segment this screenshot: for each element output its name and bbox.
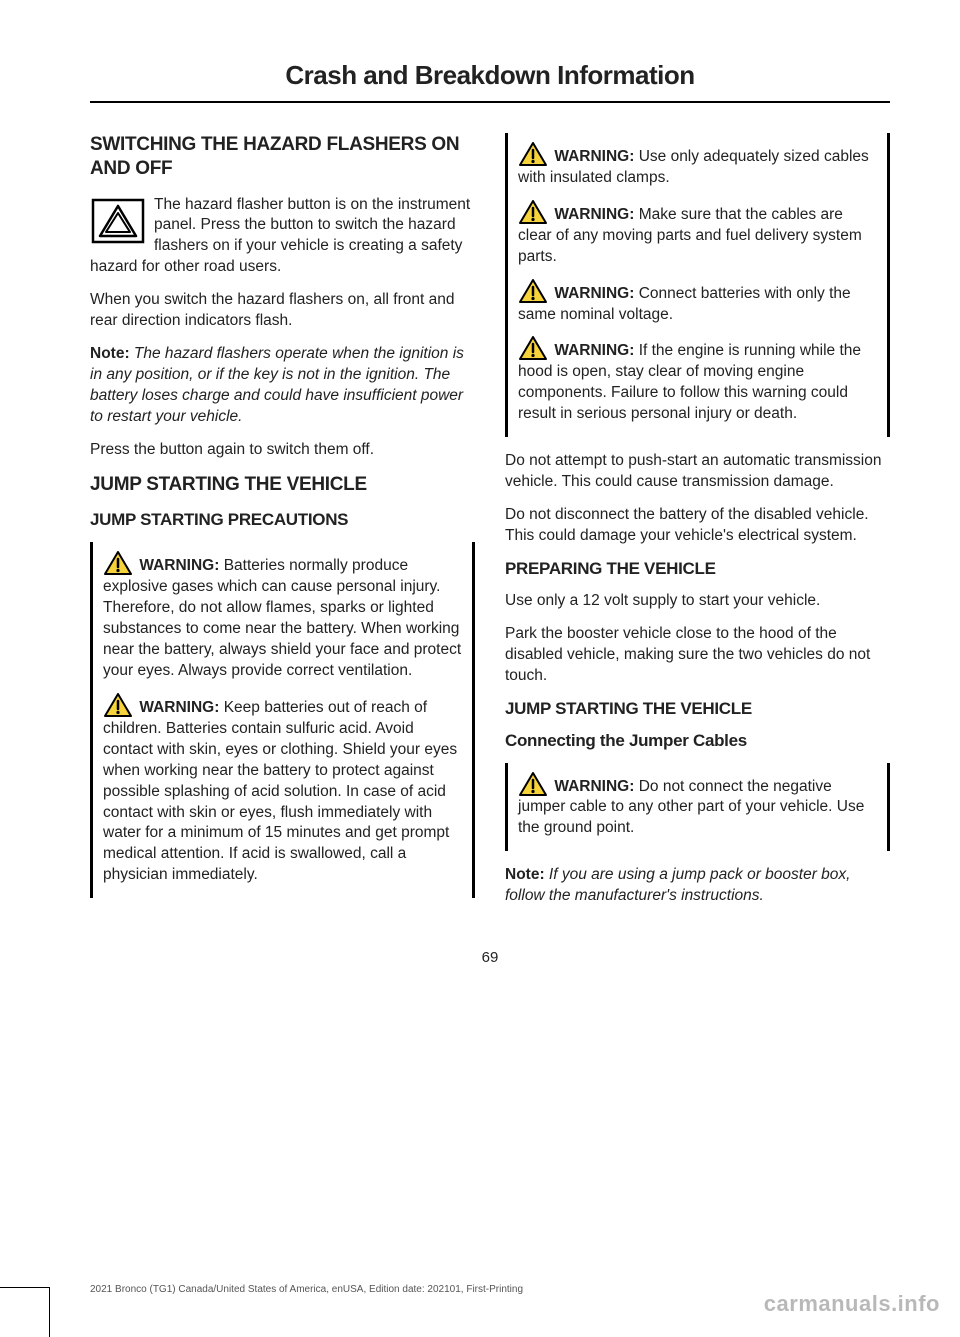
- footer-text: 2021 Bronco (TG1) Canada/United States o…: [90, 1284, 523, 1295]
- warning-paragraph: WARNING: Make sure that the cables are c…: [518, 199, 877, 268]
- warning-label: WARNING:: [554, 206, 634, 223]
- note-label: Note:: [90, 345, 130, 362]
- body-paragraph: When you switch the hazard flashers on, …: [90, 290, 475, 332]
- note-label: Note:: [505, 866, 545, 883]
- warning-icon: [103, 550, 133, 576]
- content-columns: SWITCHING THE HAZARD FLASHERS ON AND OFF…: [90, 133, 890, 919]
- warning-paragraph: WARNING: Do not connect the negative jum…: [518, 771, 877, 840]
- warning-icon: [518, 278, 548, 304]
- hazard-button-icon: [90, 197, 146, 245]
- warning-box: WARNING: Batteries normally produce expl…: [90, 542, 475, 898]
- warning-label: WARNING:: [139, 557, 219, 574]
- body-paragraph: Do not disconnect the battery of the dis…: [505, 505, 890, 547]
- section-heading: SWITCHING THE HAZARD FLASHERS ON AND OFF: [90, 133, 475, 181]
- note-paragraph: Note: The hazard flashers operate when t…: [90, 344, 475, 428]
- warning-body: Keep batteries out of reach of children.…: [103, 699, 457, 883]
- body-paragraph: Park the booster vehicle close to the ho…: [505, 624, 890, 687]
- warning-label: WARNING:: [554, 148, 634, 165]
- right-column: WARNING: Use only adequately sized cable…: [505, 133, 890, 919]
- chapter-title: Crash and Breakdown Information: [90, 60, 890, 103]
- warning-paragraph: WARNING: Keep batteries out of reach of …: [103, 692, 462, 886]
- body-text: The hazard flasher button is on the inst…: [90, 196, 470, 276]
- warning-paragraph: WARNING: Use only adequately sized cable…: [518, 141, 877, 189]
- watermark: carmanuals.info: [764, 1291, 940, 1317]
- warning-icon: [518, 141, 548, 167]
- crop-mark-icon: [0, 1287, 50, 1337]
- body-paragraph: Press the button again to switch them of…: [90, 440, 475, 461]
- warning-paragraph: WARNING: Connect batteries with only the…: [518, 278, 877, 326]
- subsection-heading: JUMP STARTING THE VEHICLE: [505, 699, 890, 719]
- warning-box: WARNING: Use only adequately sized cable…: [505, 133, 890, 437]
- note-paragraph: Note: If you are using a jump pack or bo…: [505, 865, 890, 907]
- warning-paragraph: WARNING: Batteries normally produce expl…: [103, 550, 462, 682]
- note-body: If you are using a jump pack or booster …: [505, 866, 850, 904]
- body-paragraph: Do not attempt to push-start an automati…: [505, 451, 890, 493]
- body-paragraph: Use only a 12 volt supply to start your …: [505, 591, 890, 612]
- warning-box: WARNING: Do not connect the negative jum…: [505, 763, 890, 852]
- warning-body: Batteries normally produce explosive gas…: [103, 557, 461, 679]
- subsubsection-heading: Connecting the Jumper Cables: [505, 731, 890, 751]
- section-heading: JUMP STARTING THE VEHICLE: [90, 473, 475, 497]
- warning-label: WARNING:: [554, 778, 634, 795]
- warning-label: WARNING:: [554, 342, 634, 359]
- warning-label: WARNING:: [139, 699, 219, 716]
- warning-icon: [518, 771, 548, 797]
- warning-label: WARNING:: [554, 285, 634, 302]
- page-number: 69: [90, 949, 890, 966]
- warning-icon: [518, 199, 548, 225]
- warning-icon: [103, 692, 133, 718]
- subsection-heading: JUMP STARTING PRECAUTIONS: [90, 510, 475, 530]
- note-body: The hazard flashers operate when the ign…: [90, 345, 464, 425]
- warning-icon: [518, 335, 548, 361]
- body-paragraph: The hazard flasher button is on the inst…: [90, 195, 475, 279]
- left-column: SWITCHING THE HAZARD FLASHERS ON AND OFF…: [90, 133, 475, 919]
- subsection-heading: PREPARING THE VEHICLE: [505, 559, 890, 579]
- warning-paragraph: WARNING: If the engine is running while …: [518, 335, 877, 425]
